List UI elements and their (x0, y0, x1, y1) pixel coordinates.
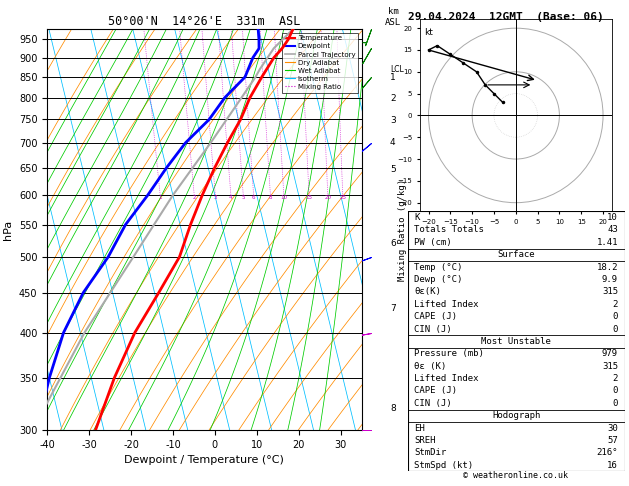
Text: kt: kt (424, 28, 433, 37)
Text: 6: 6 (390, 239, 396, 248)
Legend: Temperature, Dewpoint, Parcel Trajectory, Dry Adiabat, Wet Adiabat, Isotherm, Mi: Temperature, Dewpoint, Parcel Trajectory… (282, 33, 358, 93)
Text: 7: 7 (390, 304, 396, 312)
Text: 979: 979 (602, 349, 618, 358)
Text: Pressure (mb): Pressure (mb) (414, 349, 484, 358)
Text: Temp (°C): Temp (°C) (414, 262, 462, 272)
Text: Totals Totals: Totals Totals (414, 226, 484, 234)
Text: 29.04.2024  12GMT  (Base: 06): 29.04.2024 12GMT (Base: 06) (408, 12, 603, 22)
Text: 3: 3 (214, 195, 217, 200)
Text: K: K (414, 213, 420, 222)
X-axis label: Dewpoint / Temperature (°C): Dewpoint / Temperature (°C) (125, 455, 284, 466)
Text: 0: 0 (613, 386, 618, 396)
Text: 5: 5 (242, 195, 245, 200)
Text: 4: 4 (229, 195, 233, 200)
Text: θε (K): θε (K) (414, 362, 447, 371)
Text: 15: 15 (306, 195, 313, 200)
Text: 4: 4 (390, 139, 396, 147)
Text: SREH: SREH (414, 436, 436, 445)
Text: 43: 43 (608, 226, 618, 234)
Text: 315: 315 (602, 362, 618, 371)
Text: 2: 2 (390, 94, 396, 104)
Text: EH: EH (414, 424, 425, 433)
Text: 8: 8 (269, 195, 272, 200)
Text: 57: 57 (608, 436, 618, 445)
Y-axis label: hPa: hPa (3, 220, 13, 240)
Title: 50°00'N  14°26'E  331m  ASL: 50°00'N 14°26'E 331m ASL (108, 15, 301, 28)
Text: 0: 0 (613, 399, 618, 408)
Text: StmDir: StmDir (414, 449, 447, 457)
Text: Mixing Ratio (g/kg): Mixing Ratio (g/kg) (398, 178, 407, 281)
Text: Dewp (°C): Dewp (°C) (414, 275, 462, 284)
Text: 2: 2 (613, 300, 618, 309)
Text: 18.2: 18.2 (596, 262, 618, 272)
Text: 1: 1 (390, 72, 396, 82)
Text: 16: 16 (608, 461, 618, 470)
Text: 1: 1 (159, 195, 162, 200)
Text: 8: 8 (390, 404, 396, 413)
Text: 30: 30 (608, 424, 618, 433)
Text: Most Unstable: Most Unstable (481, 337, 551, 346)
Text: 0: 0 (613, 325, 618, 333)
Text: km
ASL: km ASL (385, 7, 401, 27)
Text: 216°: 216° (596, 449, 618, 457)
Text: 9.9: 9.9 (602, 275, 618, 284)
Text: Surface: Surface (498, 250, 535, 259)
Text: CAPE (J): CAPE (J) (414, 312, 457, 321)
Text: 25: 25 (339, 195, 347, 200)
Text: Lifted Index: Lifted Index (414, 300, 479, 309)
Text: θε(K): θε(K) (414, 287, 441, 296)
Text: 0: 0 (613, 312, 618, 321)
Text: 1.41: 1.41 (596, 238, 618, 247)
Text: CIN (J): CIN (J) (414, 325, 452, 333)
Text: 315: 315 (602, 287, 618, 296)
Text: 2: 2 (192, 195, 196, 200)
Text: 10: 10 (608, 213, 618, 222)
Text: 2: 2 (613, 374, 618, 383)
Text: 3: 3 (390, 116, 396, 125)
Text: Lifted Index: Lifted Index (414, 374, 479, 383)
Text: Hodograph: Hodograph (492, 411, 540, 420)
Text: LCL: LCL (390, 65, 404, 74)
Text: PW (cm): PW (cm) (414, 238, 452, 247)
Text: CAPE (J): CAPE (J) (414, 386, 457, 396)
Text: 10: 10 (281, 195, 287, 200)
Text: CIN (J): CIN (J) (414, 399, 452, 408)
Text: 20: 20 (325, 195, 331, 200)
Text: © weatheronline.co.uk: © weatheronline.co.uk (464, 471, 568, 480)
Text: StmSpd (kt): StmSpd (kt) (414, 461, 473, 470)
Text: 6: 6 (252, 195, 255, 200)
Text: 5: 5 (390, 165, 396, 174)
